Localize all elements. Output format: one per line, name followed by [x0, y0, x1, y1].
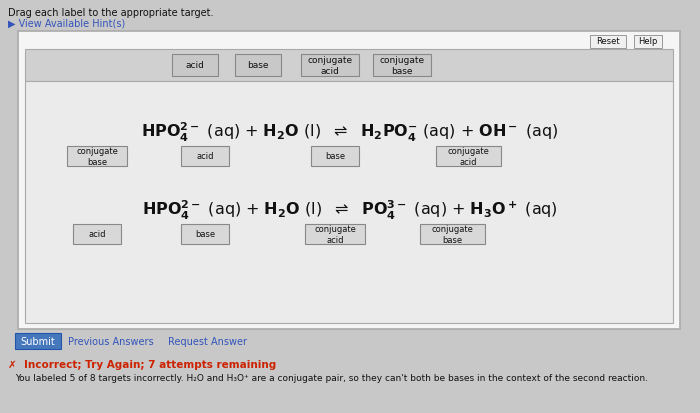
Text: base: base	[195, 230, 215, 239]
Text: acid: acid	[88, 230, 106, 239]
Text: You labeled 5 of 8 targets incorrectly. H₂O and H₃O⁺ are a conjugate pair, so th: You labeled 5 of 8 targets incorrectly. …	[15, 373, 648, 382]
Bar	[419, 224, 484, 244]
Bar	[25, 82, 673, 323]
Bar	[590, 36, 626, 48]
Bar	[73, 224, 121, 244]
Bar	[634, 36, 662, 48]
Text: Request Answer: Request Answer	[168, 336, 247, 346]
Bar	[181, 147, 229, 166]
Text: ▶ View Available Hint(s): ▶ View Available Hint(s)	[8, 19, 125, 29]
Bar	[435, 147, 500, 166]
Text: acid: acid	[186, 62, 204, 70]
Text: Help: Help	[638, 38, 658, 46]
Bar	[311, 147, 359, 166]
Text: conjugate
base: conjugate base	[431, 225, 473, 244]
Text: Drag each label to the appropriate target.: Drag each label to the appropriate targe…	[8, 8, 213, 18]
Text: $\mathbf{HPO_4^{2-}}$ (aq) + $\mathbf{H_2O}$ (l)  $\rightleftharpoons$  $\mathbf: $\mathbf{HPO_4^{2-}}$ (aq) + $\mathbf{H_…	[141, 120, 559, 143]
Text: conjugate
base: conjugate base	[76, 147, 118, 166]
Text: Submit: Submit	[20, 336, 55, 346]
Bar	[235, 55, 281, 77]
Bar	[18, 32, 680, 329]
Text: ✗  Incorrect; Try Again; 7 attempts remaining: ✗ Incorrect; Try Again; 7 attempts remai…	[8, 359, 276, 369]
Bar	[305, 224, 365, 244]
Bar	[301, 55, 359, 77]
Text: conjugate
base: conjugate base	[379, 56, 425, 76]
Text: conjugate
acid: conjugate acid	[447, 147, 489, 166]
Text: acid: acid	[196, 152, 214, 161]
Text: conjugate
acid: conjugate acid	[307, 56, 353, 76]
Bar	[25, 50, 673, 82]
Text: base: base	[247, 62, 269, 70]
Text: $\mathbf{HPO_4^{2-}}$ (aq) + $\mathbf{H_2O}$ (l)  $\rightleftharpoons$  $\mathbf: $\mathbf{HPO_4^{2-}}$ (aq) + $\mathbf{H_…	[142, 198, 558, 221]
Bar	[15, 333, 61, 349]
Bar	[373, 55, 431, 77]
Bar	[172, 55, 218, 77]
Bar	[67, 147, 127, 166]
Text: Previous Answers: Previous Answers	[68, 336, 153, 346]
Text: base: base	[325, 152, 345, 161]
Text: Reset: Reset	[596, 38, 620, 46]
Bar	[181, 224, 229, 244]
Text: conjugate
acid: conjugate acid	[314, 225, 356, 244]
